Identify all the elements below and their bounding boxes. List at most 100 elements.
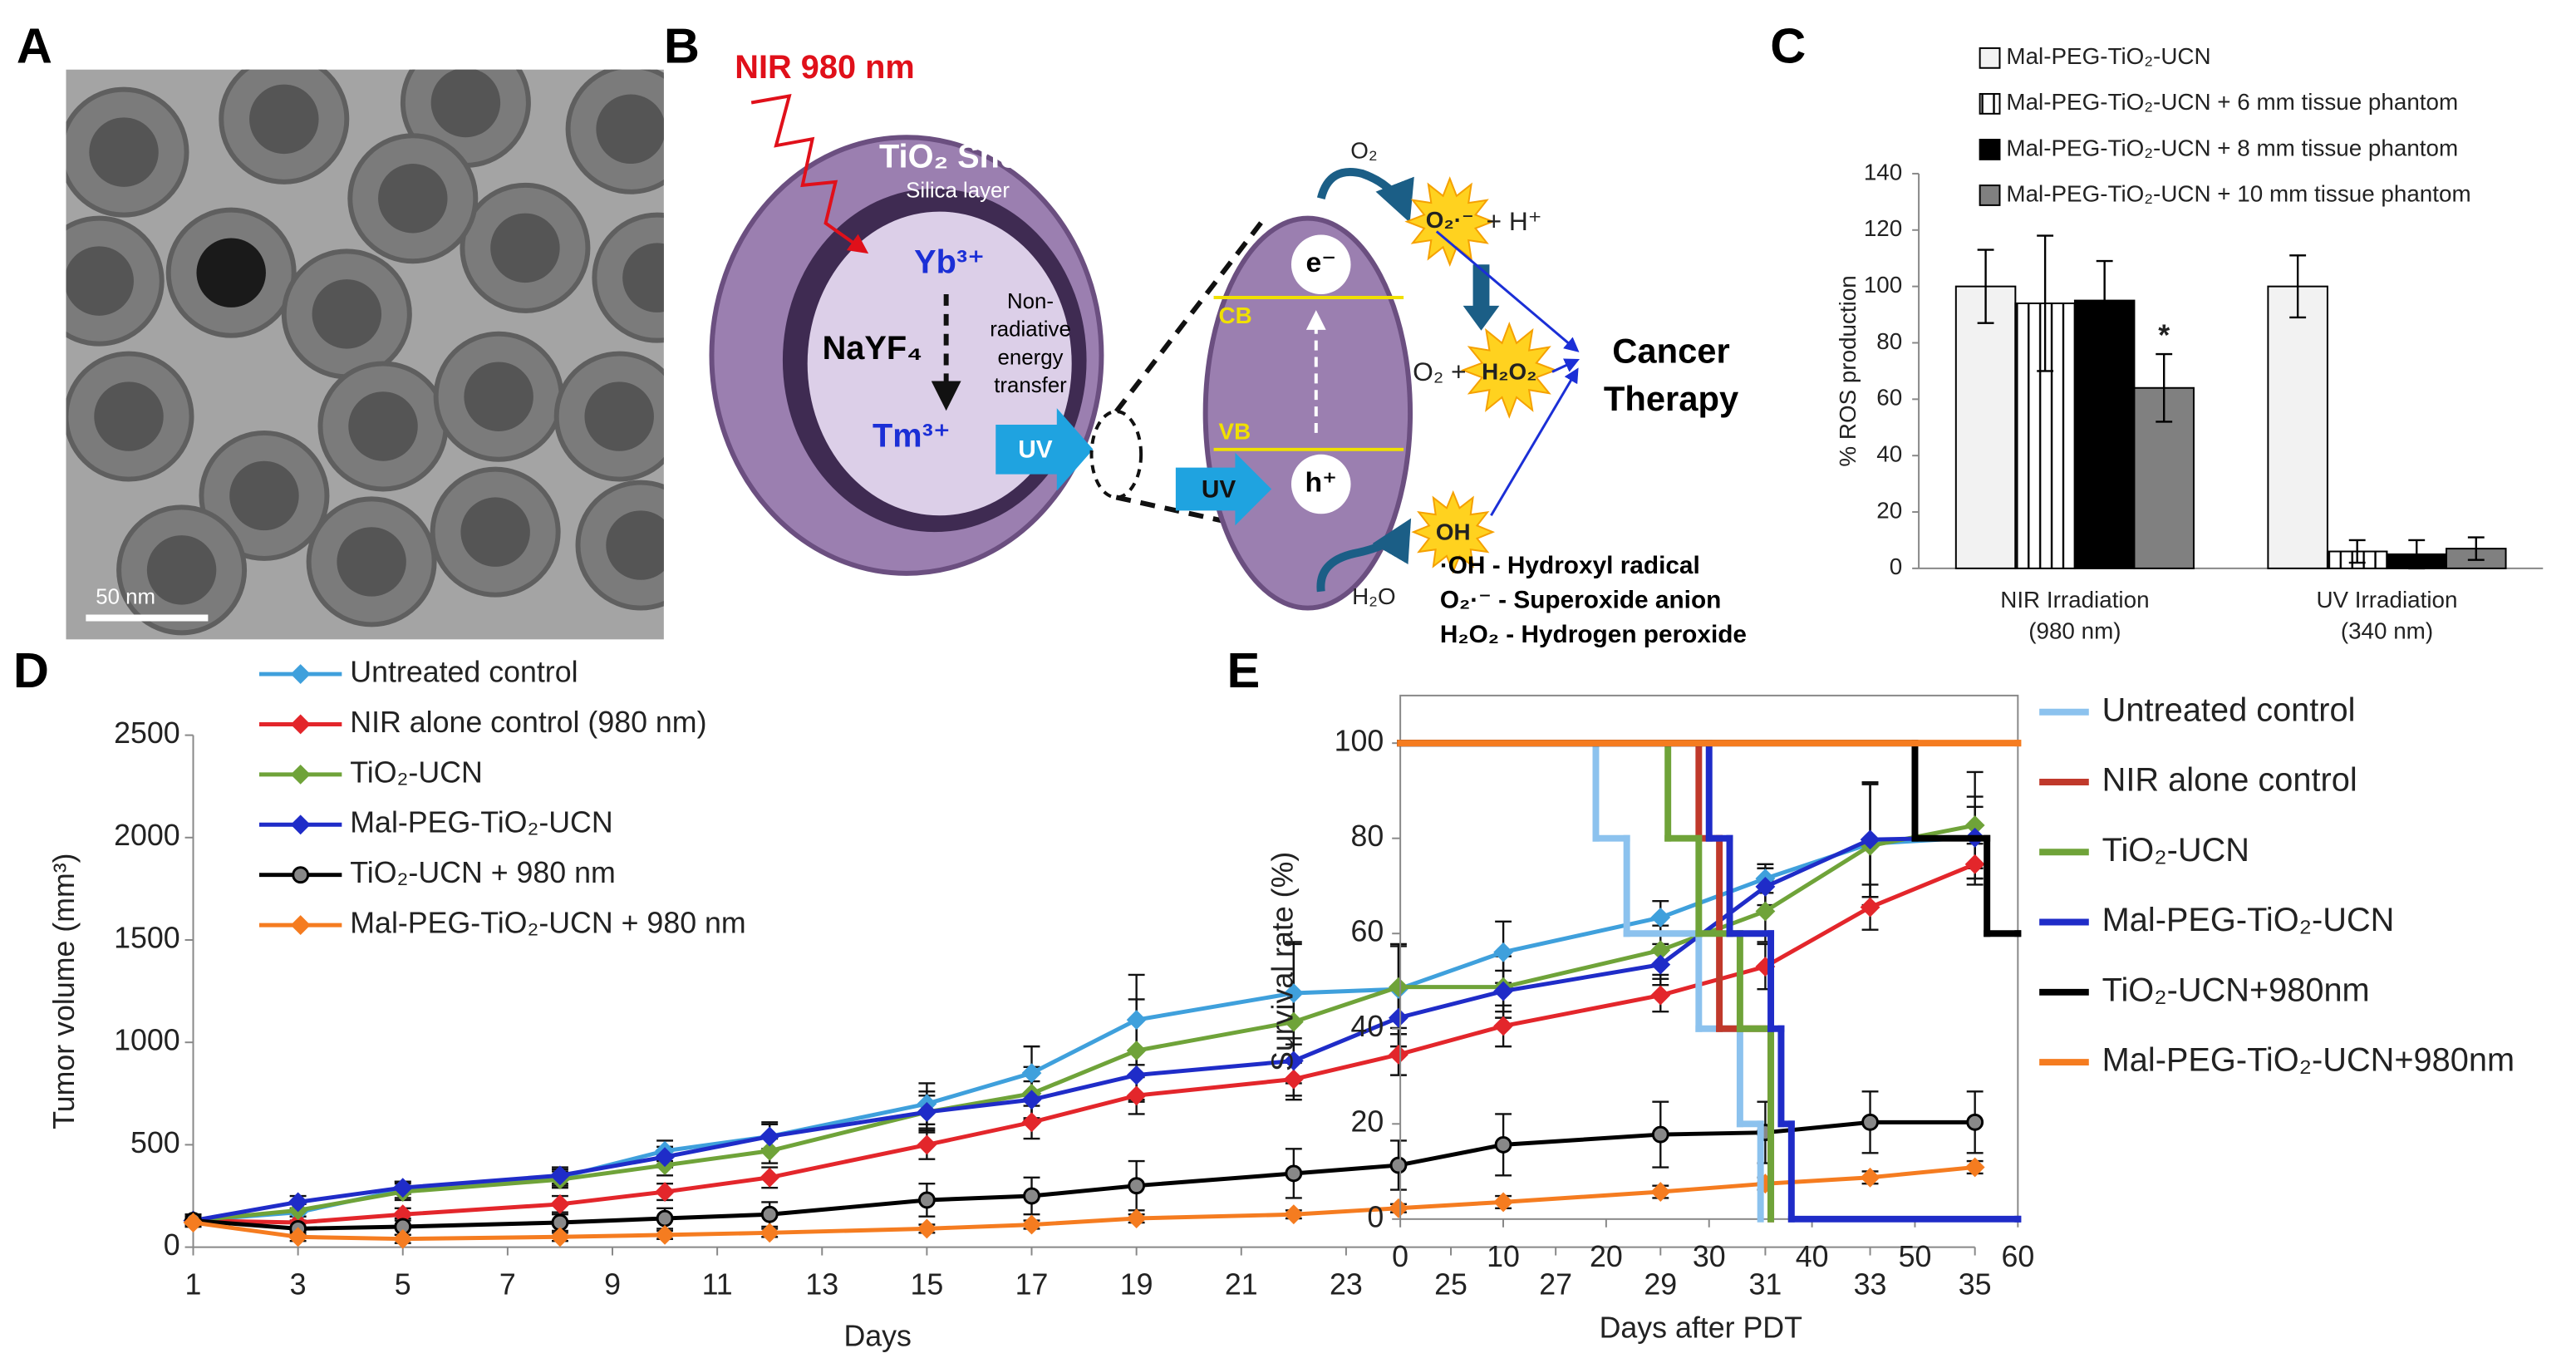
x-tick-label: 7 [499, 1268, 516, 1301]
particle-core [622, 243, 664, 312]
silica-label: Silica layer [906, 180, 1010, 203]
marker [1650, 907, 1671, 928]
x-tick-label: 19 [1120, 1268, 1153, 1301]
x-tick-label: 17 [1015, 1268, 1049, 1301]
x-tick-label: 40 [1796, 1240, 1829, 1273]
particle-core [464, 362, 533, 431]
excitation-label: NIR 980 nm [735, 49, 914, 86]
marker [1126, 1010, 1147, 1031]
y-tick-label: 20 [1876, 497, 1902, 523]
x-tick-label: 35 [1959, 1268, 1992, 1301]
marker [917, 1134, 937, 1155]
transfer-label: radiative [990, 318, 1071, 342]
x-tick-label: NIR Irradiation [2000, 587, 2149, 613]
particle-core [312, 279, 382, 349]
particle-core [348, 391, 418, 461]
y-tick-label: 60 [1876, 385, 1902, 411]
uv-arrow [995, 408, 1094, 491]
x-tick-label: 31 [1749, 1268, 1782, 1301]
x-tick-label: 10 [1487, 1240, 1520, 1273]
marker [1283, 1204, 1304, 1225]
x-tick-label: 13 [805, 1268, 838, 1301]
marker [1650, 1182, 1671, 1203]
o2-label: O₂ [1350, 137, 1377, 163]
marker [1650, 985, 1671, 1006]
legend-label: Mal-PEG-TiO₂-UCN + 6 mm tissue phantom [2006, 89, 2458, 115]
y-tick-label: 0 [164, 1228, 180, 1262]
marker [1389, 1156, 1408, 1174]
o2-plus-label: O₂ + [1413, 357, 1466, 386]
marker [1283, 1051, 1304, 1071]
marker [1389, 1007, 1408, 1028]
micrograph [66, 69, 664, 640]
marker [760, 1205, 779, 1223]
y-tick-label: 100 [1864, 272, 1902, 298]
legend-label: TiO₂-UCN+980nm [2102, 972, 2370, 1008]
water-label: H₂O [1352, 583, 1396, 609]
y-tick-label: 2000 [114, 819, 180, 852]
x-tick-label: 27 [1539, 1268, 1572, 1301]
particle-core [337, 527, 406, 597]
particle-core [94, 381, 164, 451]
marker [1285, 1164, 1303, 1183]
y-tick-label: 20 [1350, 1105, 1384, 1139]
particles [66, 69, 664, 636]
y-axis-label: Survival rate (%) [1266, 852, 1299, 1071]
zoom-line [1113, 218, 1266, 413]
particle-core [378, 164, 448, 234]
marker [1493, 981, 1514, 1001]
legend-label: TiO₂-UCN [2102, 832, 2249, 868]
starburst [1460, 321, 1558, 419]
panel-label: B [664, 18, 700, 74]
error-bar [2467, 536, 2485, 561]
reduction-arrow [1316, 168, 1414, 223]
particle-core [66, 246, 134, 316]
particle-core [229, 460, 299, 531]
bar [2267, 285, 2328, 569]
particle-core [249, 84, 319, 155]
x-tick-label: 29 [1644, 1268, 1677, 1301]
y-tick-label: 2500 [114, 716, 180, 750]
error-bar [2037, 234, 2054, 372]
marker [1021, 1214, 1042, 1235]
marker [1650, 940, 1671, 961]
marker [917, 1218, 937, 1239]
y-tick-label: 60 [1350, 915, 1384, 948]
legend-label: Untreated control [350, 656, 578, 689]
marker [1493, 942, 1514, 962]
x-tick-sublabel: (980 nm) [2028, 618, 2121, 644]
y-tick-label: 1500 [114, 921, 180, 954]
marker [760, 1223, 780, 1243]
marker [550, 1165, 570, 1186]
uv-label: UV [1202, 475, 1236, 503]
cb-label: CB [1219, 303, 1252, 328]
peroxide-label: H₂O₂ [1482, 359, 1536, 385]
line [193, 862, 1976, 1225]
y-tick-label: 120 [1864, 215, 1902, 241]
legend-marker [290, 764, 311, 785]
marker [1861, 1113, 1879, 1131]
error-bar [2289, 254, 2307, 319]
marker [1023, 1187, 1040, 1205]
legend-label: Mal-PEG-TiO₂-UCN [2006, 43, 2210, 69]
marker [1964, 854, 1985, 874]
key-label: H₂O₂ - Hydrogen peroxide [1440, 621, 1747, 648]
x-tick-label: UV Irradiation [2316, 587, 2457, 613]
particle-core [606, 510, 664, 580]
down-arrow [1463, 264, 1500, 331]
zoom-outline [1089, 410, 1143, 499]
plus-h-label: + H⁺ [1486, 206, 1541, 236]
marker [1493, 1016, 1514, 1036]
marker [655, 1147, 675, 1168]
particle-zoom [1202, 215, 1413, 611]
x-tick-label: 25 [1434, 1268, 1467, 1301]
marker [1021, 1063, 1042, 1084]
marker [917, 1102, 937, 1122]
legend-label: Mal-PEG-TiO₂-UCN + 8 mm tissue phantom [2006, 135, 2458, 160]
particle-core [596, 94, 664, 165]
marker [1283, 1011, 1304, 1032]
nir-arrow [750, 94, 869, 254]
x-tick-label: 3 [290, 1268, 307, 1301]
y-tick-label: 80 [1876, 328, 1902, 354]
